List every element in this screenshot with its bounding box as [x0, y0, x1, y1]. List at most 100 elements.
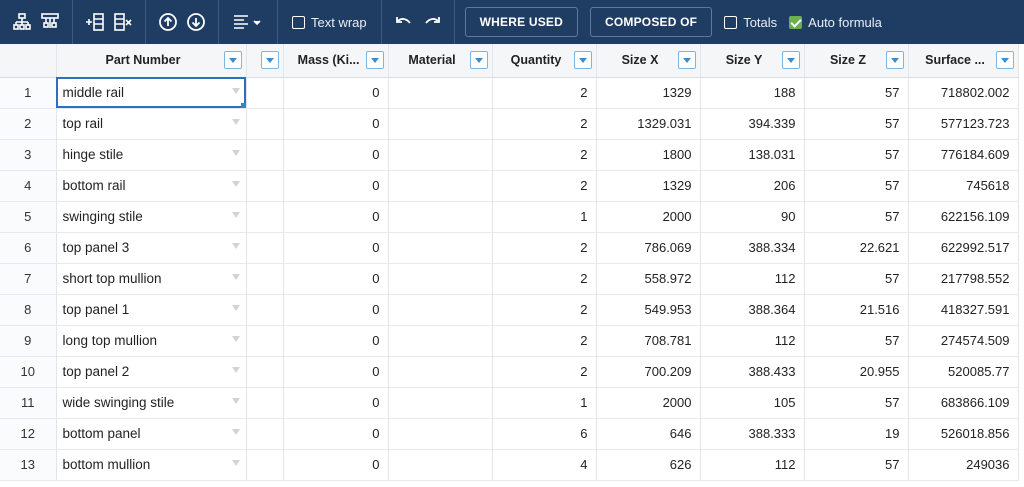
sizex-cell[interactable]: 626 — [596, 449, 701, 481]
sizey-cell[interactable]: 105 — [700, 387, 805, 419]
quantity-cell[interactable]: 2 — [492, 77, 597, 109]
sizez-cell[interactable]: 20.955 — [804, 356, 909, 388]
move-up-icon[interactable] — [157, 11, 179, 33]
cell-dropdown-icon[interactable] — [231, 304, 240, 311]
mass-cell[interactable]: 0 — [283, 170, 389, 202]
sizex-cell[interactable]: 1800 — [596, 139, 701, 171]
sizex-cell[interactable]: 2000 — [596, 387, 701, 419]
blank-cell[interactable] — [246, 108, 284, 140]
surface-cell[interactable]: 745618 — [908, 170, 1019, 202]
blank-cell[interactable] — [246, 139, 284, 171]
sizey-cell[interactable]: 388.364 — [700, 294, 805, 326]
row-number[interactable]: 2 — [0, 108, 57, 140]
sizex-cell[interactable]: 1329.031 — [596, 108, 701, 140]
part-number-cell[interactable]: long top mullion — [56, 325, 247, 357]
blank-cell[interactable] — [246, 418, 284, 450]
sizez-cell[interactable]: 57 — [804, 108, 909, 140]
sizez-cell[interactable]: 57 — [804, 449, 909, 481]
filter-dropdown-icon[interactable] — [365, 51, 384, 70]
blank-cell[interactable] — [246, 77, 284, 109]
sizex-cell[interactable]: 2000 — [596, 201, 701, 233]
row-number[interactable]: 12 — [0, 418, 57, 450]
undo-icon[interactable] — [393, 11, 415, 33]
mass-cell[interactable]: 0 — [283, 232, 389, 264]
where-used-button[interactable]: WHERE USED — [464, 7, 578, 37]
part-number-cell[interactable]: bottom rail — [56, 170, 247, 202]
filter-dropdown-icon[interactable] — [885, 51, 904, 70]
sizex-cell[interactable]: 708.781 — [596, 325, 701, 357]
mass-cell[interactable]: 0 — [283, 387, 389, 419]
row-number[interactable]: 4 — [0, 170, 57, 202]
col-header-blank[interactable] — [246, 44, 284, 78]
material-cell[interactable] — [388, 263, 493, 295]
quantity-cell[interactable]: 1 — [492, 201, 597, 233]
quantity-cell[interactable]: 6 — [492, 418, 597, 450]
sizez-cell[interactable]: 57 — [804, 170, 909, 202]
sizez-cell[interactable]: 19 — [804, 418, 909, 450]
material-cell[interactable] — [388, 139, 493, 171]
totals-checkbox[interactable]: Totals — [724, 15, 777, 30]
mass-cell[interactable]: 0 — [283, 325, 389, 357]
table-row[interactable]: 3 hinge stile 0 2 1800 138.031 57 776184.609 — [0, 139, 1019, 171]
sizey-cell[interactable]: 112 — [700, 449, 805, 481]
material-cell[interactable] — [388, 418, 493, 450]
part-number-cell[interactable]: bottom mullion — [56, 449, 247, 481]
table-row[interactable]: 13 bottom mullion 0 4 626 112 57 249036 — [0, 449, 1019, 481]
quantity-cell[interactable]: 2 — [492, 294, 597, 326]
delete-column-icon[interactable] — [112, 11, 134, 33]
cell-dropdown-icon[interactable] — [231, 242, 240, 249]
material-cell[interactable] — [388, 170, 493, 202]
table-row[interactable]: 11 wide swinging stile 0 1 2000 105 57 683866.1… — [0, 387, 1019, 419]
blank-cell[interactable] — [246, 449, 284, 481]
sizey-cell[interactable]: 90 — [700, 201, 805, 233]
sizey-cell[interactable]: 112 — [700, 325, 805, 357]
material-cell[interactable] — [388, 108, 493, 140]
blank-cell[interactable] — [246, 387, 284, 419]
blank-cell[interactable] — [246, 356, 284, 388]
col-header-surface[interactable]: Surface ... — [908, 44, 1019, 78]
col-header-quantity[interactable]: Quantity — [492, 44, 597, 78]
sizex-cell[interactable]: 786.069 — [596, 232, 701, 264]
blank-cell[interactable] — [246, 294, 284, 326]
sizez-cell[interactable]: 21.516 — [804, 294, 909, 326]
part-number-cell[interactable]: top panel 3 — [56, 232, 247, 264]
cell-dropdown-icon[interactable] — [231, 211, 240, 218]
filter-dropdown-icon[interactable] — [260, 51, 279, 70]
filter-dropdown-icon[interactable] — [469, 51, 488, 70]
sizey-cell[interactable]: 138.031 — [700, 139, 805, 171]
material-cell[interactable] — [388, 356, 493, 388]
sizey-cell[interactable]: 394.339 — [700, 108, 805, 140]
row-number[interactable]: 6 — [0, 232, 57, 264]
table-row[interactable]: 7 short top mullion 0 2 558.972 112 57 217798.5… — [0, 263, 1019, 295]
sizex-cell[interactable]: 1329 — [596, 170, 701, 202]
filter-dropdown-icon[interactable] — [995, 51, 1014, 70]
mass-cell[interactable]: 0 — [283, 418, 389, 450]
blank-cell[interactable] — [246, 201, 284, 233]
cell-dropdown-icon[interactable] — [231, 273, 240, 280]
surface-cell[interactable]: 274574.509 — [908, 325, 1019, 357]
col-header-sizey[interactable]: Size Y — [700, 44, 805, 78]
mass-cell[interactable]: 0 — [283, 449, 389, 481]
row-number[interactable]: 3 — [0, 139, 57, 171]
cell-dropdown-icon[interactable] — [231, 87, 240, 94]
row-number[interactable]: 7 — [0, 263, 57, 295]
table-row[interactable]: 8 top panel 1 0 2 549.953 388.364 21.516 418327… — [0, 294, 1019, 326]
col-header-part[interactable]: Part Number — [56, 44, 247, 78]
quantity-cell[interactable]: 2 — [492, 325, 597, 357]
mass-cell[interactable]: 0 — [283, 294, 389, 326]
part-number-cell[interactable]: wide swinging stile — [56, 387, 247, 419]
sizez-cell[interactable]: 57 — [804, 139, 909, 171]
surface-cell[interactable]: 776184.609 — [908, 139, 1019, 171]
sizez-cell[interactable]: 57 — [804, 387, 909, 419]
table-row[interactable]: 12 bottom panel 0 6 646 388.333 19 526018.856 — [0, 418, 1019, 450]
surface-cell[interactable]: 577123.723 — [908, 108, 1019, 140]
text-wrap-checkbox[interactable]: Text wrap — [292, 15, 367, 30]
sizez-cell[interactable]: 22.621 — [804, 232, 909, 264]
sizex-cell[interactable]: 558.972 — [596, 263, 701, 295]
mass-cell[interactable]: 0 — [283, 108, 389, 140]
table-row[interactable]: 6 top panel 3 0 2 786.069 388.334 22.621 622992… — [0, 232, 1019, 264]
table-row[interactable]: 9 long top mullion 0 2 708.781 112 57 274574.50… — [0, 325, 1019, 357]
surface-cell[interactable]: 622156.109 — [908, 201, 1019, 233]
part-number-cell[interactable]: bottom panel — [56, 418, 247, 450]
surface-cell[interactable]: 622992.517 — [908, 232, 1019, 264]
